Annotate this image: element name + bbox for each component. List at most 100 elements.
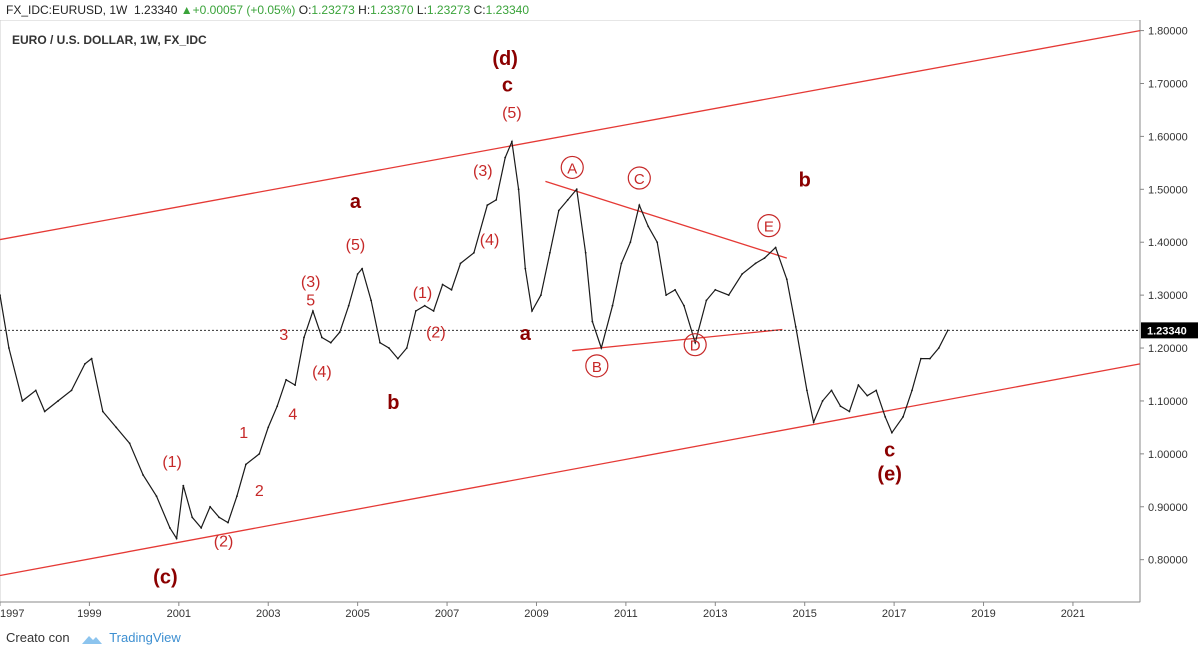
- price-point: [620, 262, 623, 265]
- price-point: [267, 426, 270, 429]
- price-point: [683, 304, 685, 307]
- price-point: [812, 421, 815, 424]
- high-value: 1.23370: [370, 3, 414, 17]
- price-point: [647, 225, 650, 228]
- price-point: [244, 463, 247, 466]
- x-tick-label: 1997: [0, 608, 24, 620]
- price-point: [920, 357, 922, 360]
- price-point: [727, 294, 730, 297]
- wave-label: D: [690, 338, 701, 355]
- price-point: [591, 320, 594, 323]
- price-point: [763, 257, 766, 259]
- price-point: [785, 278, 788, 281]
- x-tick-label: 2003: [256, 608, 280, 620]
- price-point: [347, 304, 350, 307]
- wave-label: b: [387, 392, 399, 414]
- trendlines: [0, 29, 1141, 577]
- price-point: [450, 288, 453, 291]
- price-point: [70, 389, 73, 392]
- price-point: [629, 241, 632, 244]
- price-point: [388, 347, 390, 349]
- price-point: [258, 452, 261, 455]
- time-axis[interactable]: 1997 1999 2001 2003 2005 2007 2009 2011 2013 2015…: [0, 602, 1085, 620]
- y-tick-label: 1.40000: [1148, 237, 1188, 249]
- x-tick-label: 2007: [435, 608, 459, 620]
- wave-circle-mark: [683, 333, 707, 357]
- price-point: [928, 357, 931, 360]
- price-point: [191, 516, 194, 519]
- wave-label: 1: [239, 425, 248, 442]
- y-tick-label: 1.80000: [1148, 26, 1188, 38]
- price-point: [182, 484, 185, 487]
- price-point: [101, 410, 104, 413]
- price-point: [236, 495, 238, 498]
- y-tick-label: 0.90000: [1148, 502, 1188, 514]
- plot-frame: [0, 20, 1141, 603]
- price-point: [21, 400, 24, 402]
- price-point: [584, 251, 587, 254]
- trendline: [545, 180, 788, 259]
- wave-circle-mark: [757, 214, 781, 238]
- price-point: [656, 241, 659, 244]
- chart-title: EURO / U.S. DOLLAR, 1W, FX_IDC: [12, 33, 207, 47]
- y-tick-label: 1.20000: [1148, 343, 1188, 355]
- price-point: [557, 209, 560, 212]
- wave-label: (d): [492, 48, 518, 70]
- x-tick-label: 1999: [77, 608, 101, 620]
- price-axis[interactable]: 0.80000 0.90000 1.00000 1.10000 1.20000 1.300…: [1140, 26, 1188, 567]
- wave-label: (1): [413, 285, 433, 302]
- wave-label: (3): [301, 274, 321, 291]
- y-tick-label: 1.60000: [1148, 131, 1188, 143]
- price-point: [379, 341, 381, 344]
- price-point: [43, 410, 46, 413]
- price-point: [312, 310, 314, 312]
- wave-label: (4): [480, 232, 500, 249]
- price-point: [361, 267, 364, 270]
- close-label: C:: [473, 3, 486, 17]
- created-with-label: Creato con: [6, 630, 70, 645]
- wave-label: (5): [346, 237, 366, 254]
- price-point: [638, 204, 641, 207]
- footer: Creato con TradingView: [0, 622, 1200, 654]
- wave-circle-mark: [560, 155, 584, 180]
- price-point: [168, 527, 171, 529]
- price-point: [890, 431, 893, 434]
- y-tick-label: 1.10000: [1148, 396, 1188, 408]
- wave-label: (3): [473, 163, 493, 180]
- wave-label: b: [799, 170, 811, 192]
- y-tick-label: 1.70000: [1148, 78, 1188, 90]
- wave-circle-mark: [627, 166, 651, 190]
- price-point: [866, 394, 869, 397]
- price-point: [754, 262, 757, 265]
- price-point: [276, 405, 279, 408]
- open-label: O:: [298, 3, 312, 17]
- price-point: [329, 341, 332, 344]
- x-tick-label: 2017: [882, 608, 906, 620]
- last-price: 1.23340: [134, 3, 178, 17]
- tradingview-logo-icon: [82, 635, 103, 644]
- price-point: [937, 347, 940, 349]
- x-tick-label: 2009: [524, 608, 548, 620]
- wave-label: E: [764, 219, 774, 236]
- x-tick-label: 2019: [971, 608, 995, 620]
- y-tick-label: 1.00000: [1148, 449, 1188, 461]
- symbol-label[interactable]: FX_IDC:EURUSD, 1W: [6, 3, 128, 17]
- x-tick-label: 2021: [1061, 608, 1085, 620]
- price-point: [459, 262, 462, 265]
- price-point: [8, 347, 10, 349]
- tradingview-brand[interactable]: TradingView: [109, 630, 181, 645]
- price-point: [356, 273, 359, 275]
- price-point: [839, 405, 842, 408]
- x-tick-label: 2001: [167, 608, 191, 620]
- wave-label: B: [592, 359, 602, 376]
- price-point: [227, 521, 229, 524]
- last-price-tag: 1.23340: [1141, 322, 1198, 339]
- wave-annotations: (d) c (5) (3) (4) a (5) (3) 5 3 (4) 4 1 2 (1) (2) (c) (1)…: [153, 48, 902, 589]
- price-change: +0.00057 (+0.05%): [192, 3, 296, 17]
- price-point: [504, 156, 507, 159]
- price-point: [875, 389, 878, 392]
- price-chart[interactable]: EURO / U.S. DOLLAR, 1W, FX_IDC 0.800000.…: [0, 20, 1200, 622]
- y-tick-label: 1.30000: [1148, 290, 1188, 302]
- wave-label: 2: [255, 483, 264, 500]
- price-point: [320, 336, 323, 339]
